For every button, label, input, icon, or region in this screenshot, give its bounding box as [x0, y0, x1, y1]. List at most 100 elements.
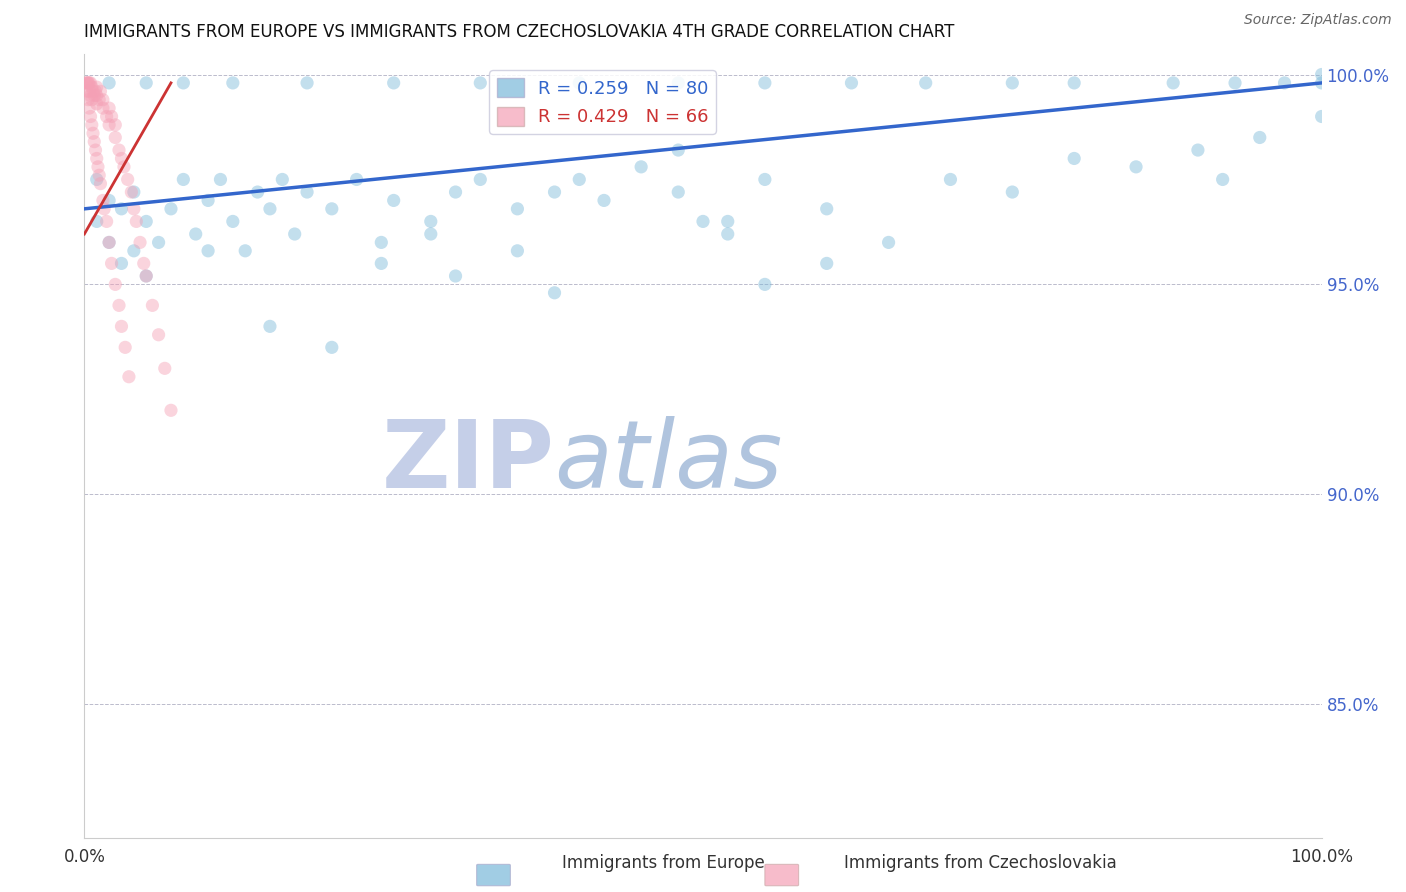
Point — [84, 143, 107, 157]
Point — [370, 256, 392, 270]
Point — [118, 369, 141, 384]
Point — [110, 319, 132, 334]
Point — [80, 118, 103, 132]
Point — [82, 126, 104, 140]
Point — [77, 76, 100, 90]
Point — [321, 202, 343, 216]
Point — [86, 214, 108, 228]
Point — [593, 194, 616, 208]
Point — [114, 340, 136, 354]
Point — [110, 256, 132, 270]
Point — [419, 214, 441, 228]
Point — [1187, 143, 1209, 157]
Point — [98, 76, 121, 90]
Point — [89, 84, 111, 98]
Point — [135, 76, 157, 90]
Point — [815, 202, 838, 216]
Point — [110, 202, 132, 216]
Point — [271, 172, 294, 186]
Point — [160, 403, 183, 417]
Point — [666, 185, 689, 199]
Point — [117, 172, 139, 186]
Point — [89, 93, 111, 107]
Point — [75, 76, 97, 90]
Point — [1212, 172, 1234, 186]
Point — [543, 185, 565, 199]
Point — [160, 202, 183, 216]
Point — [382, 194, 405, 208]
Point — [233, 244, 256, 258]
Point — [79, 110, 101, 124]
Point — [1310, 68, 1333, 82]
Text: ZIP: ZIP — [381, 416, 554, 508]
Point — [135, 214, 157, 228]
Point — [89, 177, 111, 191]
Point — [172, 172, 194, 186]
Point — [877, 235, 900, 250]
Point — [98, 194, 121, 208]
Point — [82, 84, 104, 98]
Point — [129, 235, 152, 250]
Point — [135, 268, 157, 283]
Point — [543, 285, 565, 300]
Point — [914, 76, 936, 90]
Point — [108, 298, 131, 312]
Point — [122, 202, 145, 216]
Point — [79, 88, 101, 103]
Point — [148, 327, 170, 342]
Point — [284, 227, 307, 241]
Point — [80, 93, 103, 107]
Point — [370, 235, 392, 250]
Point — [939, 172, 962, 186]
Point — [209, 172, 232, 186]
Point — [122, 244, 145, 258]
Point — [98, 235, 121, 250]
Point — [86, 96, 108, 111]
Point — [444, 185, 467, 199]
Point — [96, 214, 118, 228]
Point — [98, 118, 121, 132]
Point — [1249, 130, 1271, 145]
Point — [295, 76, 318, 90]
Point — [444, 268, 467, 283]
Point — [666, 143, 689, 157]
Point — [346, 172, 368, 186]
Point — [506, 202, 529, 216]
Point — [1001, 185, 1024, 199]
Text: Source: ZipAtlas.com: Source: ZipAtlas.com — [1244, 13, 1392, 28]
Point — [172, 76, 194, 90]
Point — [754, 172, 776, 186]
Point — [1125, 160, 1147, 174]
Point — [80, 80, 103, 95]
Point — [91, 101, 114, 115]
Point — [108, 143, 131, 157]
Point — [419, 227, 441, 241]
Point — [91, 93, 114, 107]
Point — [692, 214, 714, 228]
Point — [1063, 76, 1085, 90]
Point — [84, 84, 107, 98]
Point — [120, 185, 142, 199]
Point — [83, 135, 105, 149]
Point — [86, 152, 108, 166]
Point — [815, 256, 838, 270]
Point — [104, 118, 127, 132]
Point — [91, 194, 114, 208]
Point — [100, 110, 122, 124]
Text: IMMIGRANTS FROM EUROPE VS IMMIGRANTS FROM CZECHOSLOVAKIA 4TH GRADE CORRELATION C: IMMIGRANTS FROM EUROPE VS IMMIGRANTS FRO… — [84, 23, 955, 41]
Point — [79, 76, 101, 90]
Point — [89, 168, 111, 182]
Point — [630, 160, 652, 174]
Point — [79, 84, 101, 98]
Point — [98, 235, 121, 250]
Legend: R = 0.259   N = 80, R = 0.429   N = 66: R = 0.259 N = 80, R = 0.429 N = 66 — [489, 70, 716, 134]
Point — [382, 76, 405, 90]
Point — [76, 76, 98, 90]
Point — [1063, 152, 1085, 166]
Point — [86, 88, 108, 103]
Point — [321, 340, 343, 354]
Point — [93, 202, 115, 216]
Point — [132, 256, 155, 270]
Point — [259, 319, 281, 334]
Point — [1310, 76, 1333, 90]
